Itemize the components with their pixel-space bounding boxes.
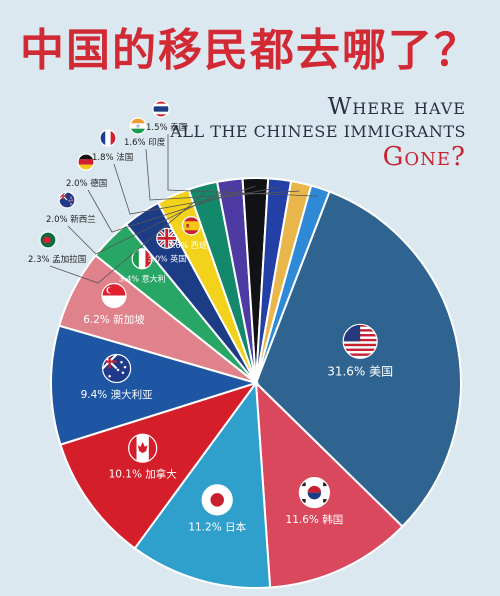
slice-label: 1.6% 印度 [124, 137, 166, 148]
slice-label: 2.0% 德国 [66, 178, 107, 189]
france-flag-icon [99, 129, 117, 147]
pie-slice-korea [254, 380, 404, 589]
slice-label: 1.5% 泰国 [146, 122, 187, 133]
usa-flag-icon [342, 323, 378, 359]
pie-slice-australia [50, 324, 260, 446]
slice-label-group: 10.1% 加拿大 [109, 433, 178, 481]
slice-label: 11.6% 韩国 [286, 513, 344, 526]
italy-flag-icon [131, 248, 153, 270]
leader-line [49, 192, 206, 284]
subtitle-line-3: Gone? [382, 142, 466, 172]
japan-flag-icon [201, 484, 233, 516]
leader-line [167, 134, 318, 197]
canada-flag-icon [128, 433, 158, 463]
slice-label-group: 6.2% 新加坡 [83, 282, 145, 326]
bangladesh-flag-icon [39, 231, 57, 249]
slice-label: 10.1% 加拿大 [109, 468, 178, 481]
india-flag-icon [129, 117, 147, 135]
slice-label: 2.3% 孟加拉国 [28, 254, 86, 265]
slice-label-group: 3.0% 英国 [147, 227, 186, 263]
subtitle-line-1: Where have [327, 94, 466, 120]
slice-label-group: 1.6% 印度 [124, 117, 300, 201]
slice-label: 6.2% 新加坡 [83, 313, 145, 326]
slice-label-group: 1.8% 法国 [92, 129, 279, 215]
slice-label-group: 9.4% 澳大利亚 [81, 353, 154, 401]
slice-label: 2.0% 新西兰 [46, 214, 96, 225]
slice-label-group: 1.5% 泰国 [146, 100, 318, 197]
leader-line [67, 187, 231, 255]
slice-label: 3.4% 意大利 [119, 274, 166, 284]
leader-line [113, 163, 279, 215]
germany-flag-icon [77, 153, 95, 171]
slice-label: 31.6% 美国 [327, 364, 393, 378]
slice-label-group: 2.0% 新西兰 [46, 187, 231, 255]
subtitle-line-2: ALL THE CHINESE IMMIGRANTS [170, 122, 466, 141]
pie-slice-japan [133, 380, 272, 589]
slice-label: 9.4% 澳大利亚 [81, 388, 154, 401]
slice-label-group: 11.2% 日本 [188, 484, 247, 533]
thailand-flag-icon [152, 100, 170, 118]
new-zealand-flag-icon [58, 191, 76, 209]
pie-slice-canada [59, 381, 259, 550]
australia-flag-icon [102, 353, 132, 384]
leader-line [145, 148, 300, 201]
slice-label-group: 2.3% 孟加拉国 [28, 192, 206, 284]
slice-label: 2.6% 西班牙 [168, 240, 215, 250]
uk-flag-icon [156, 227, 178, 249]
slice-label-group: 3.4% 意大利 [119, 248, 166, 284]
slice-label-group: 11.6% 韩国 [286, 476, 344, 526]
slice-label: 1.8% 法国 [92, 152, 133, 163]
page-title: 中国的移民都去哪了？ [20, 25, 480, 76]
pie-slice-usa [254, 190, 462, 528]
slice-label: 11.2% 日本 [188, 520, 246, 533]
leader-line [87, 185, 256, 233]
singapore-flag-icon [101, 282, 127, 309]
slice-label: 3.0% 英国 [147, 253, 186, 263]
korea-flag-icon [298, 476, 330, 509]
spain-flag-icon [181, 216, 201, 236]
slice-label-group: 2.0% 德国 [66, 153, 256, 233]
pie-slice-thailand [255, 184, 331, 384]
